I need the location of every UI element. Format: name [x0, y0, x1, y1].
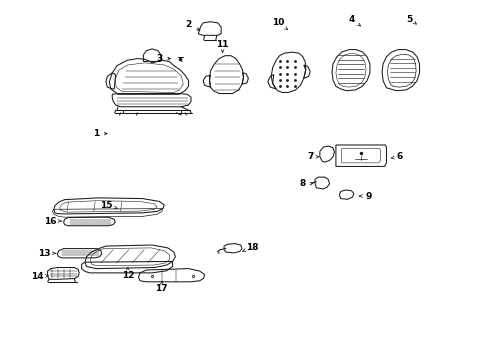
- Text: 11: 11: [216, 40, 228, 52]
- Text: 15: 15: [100, 201, 118, 210]
- Text: 18: 18: [242, 243, 258, 252]
- Text: 7: 7: [306, 152, 318, 161]
- Text: 6: 6: [390, 152, 403, 161]
- Text: 1: 1: [93, 129, 107, 138]
- Text: 3: 3: [156, 54, 170, 63]
- Text: 10: 10: [272, 18, 287, 30]
- Text: 2: 2: [185, 20, 200, 30]
- Text: 16: 16: [43, 217, 61, 226]
- Text: 14: 14: [31, 272, 49, 281]
- Text: 17: 17: [155, 282, 168, 293]
- Text: 5: 5: [406, 15, 416, 24]
- Text: 12: 12: [122, 267, 134, 280]
- Text: 13: 13: [38, 249, 56, 258]
- Text: 9: 9: [359, 192, 371, 201]
- Text: 8: 8: [299, 179, 312, 188]
- Text: 4: 4: [347, 15, 360, 26]
